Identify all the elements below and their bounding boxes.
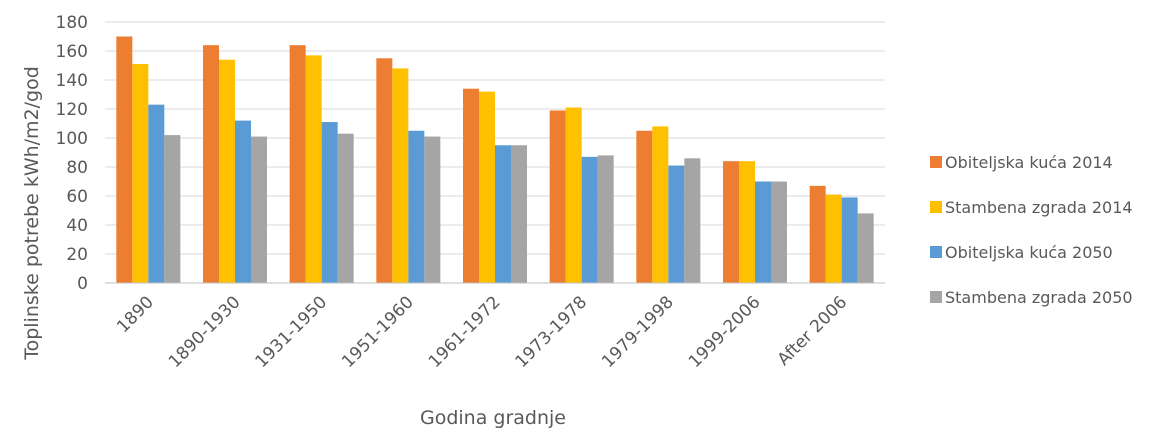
bar [116,36,133,283]
legend-label: Obiteljska kuća 2050 [945,243,1113,262]
bar [581,156,598,283]
x-tick-label: 1890-1930 [165,292,245,372]
bar [305,55,322,283]
bar [321,122,338,283]
bar [251,136,267,283]
y-tick-label: 100 [56,129,88,149]
y-tick-label: 180 [56,13,88,33]
x-tick-label: 1951-1960 [338,292,418,372]
x-tick-label: 1979-1998 [598,292,678,372]
bar [549,110,566,283]
x-tick-label: After 2006 [774,292,851,369]
bar [668,165,685,283]
bar [132,64,149,283]
bar [235,120,251,283]
bar [337,133,354,283]
legend-swatch [930,201,942,213]
y-axis-title: Toplinske potrebe kWh/m2/god [21,66,43,361]
bars [116,36,874,284]
y-tick-label: 120 [56,100,88,120]
bar [148,104,165,284]
x-tick-label: 1890 [113,292,158,337]
bar [392,68,409,284]
legend: Obiteljska kuća 2014 Stambena zgrada 2014… [930,153,1133,307]
bar [203,45,219,284]
bar [424,136,441,283]
x-tick-label: 1931-1950 [252,292,332,372]
bar [463,88,479,283]
bar [652,126,669,284]
bar [597,155,614,283]
bar [723,161,739,283]
legend-label: Obiteljska kuća 2014 [945,153,1113,172]
y-tick-label: 160 [56,42,88,62]
bar [565,107,582,283]
x-tick-label: 1973-1978 [512,292,592,372]
x-tick-label: 1999-2006 [685,292,765,372]
legend-label: Stambena zgrada 2014 [945,198,1133,217]
bar [289,45,306,284]
bar [495,145,511,283]
y-tick-labels: 0 20 40 60 80 100 120 140 160 180 [56,13,88,294]
y-tick-label: 0 [77,274,88,294]
bar [219,59,235,284]
legend-swatch [930,156,942,168]
bar [739,161,755,283]
x-axis-title: Godina gradnje [420,407,566,429]
bar [755,181,771,283]
y-tick-label: 140 [56,71,88,91]
bar [376,58,393,283]
bar [857,213,874,283]
legend-swatch [930,246,942,258]
legend-swatch [930,291,942,303]
bar [841,197,858,283]
bar [511,145,527,283]
y-tick-label: 60 [66,187,88,207]
bar [408,130,425,283]
bar [479,91,495,283]
bar [825,194,842,283]
bar [164,135,181,283]
x-tick-labels: 1890 1890-1930 1931-1950 1951-1960 1961-1972… [113,292,851,372]
bar [636,130,653,283]
y-tick-label: 20 [66,245,88,265]
bar [771,181,787,283]
y-tick-label: 40 [66,216,88,236]
y-tick-label: 80 [66,158,88,178]
bar [809,185,826,283]
legend-label: Stambena zgrada 2050 [945,288,1133,307]
bar [684,158,701,283]
x-tick-label: 1961-1972 [425,292,505,372]
